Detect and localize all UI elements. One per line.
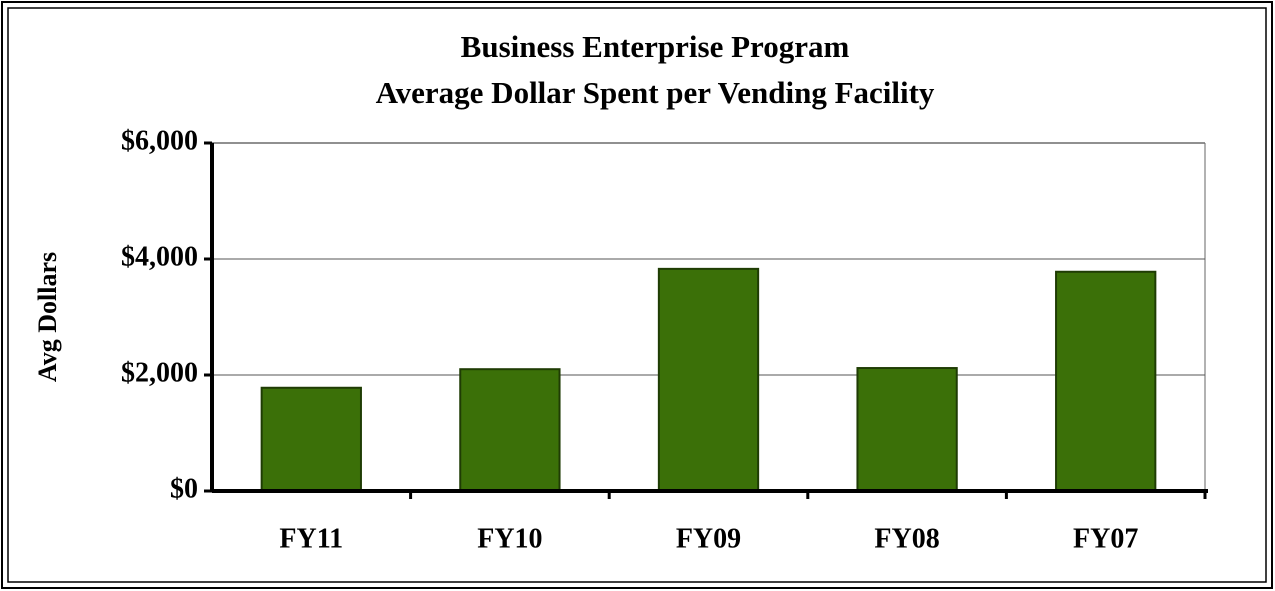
x-tick-label: FY07 (1073, 523, 1138, 554)
bar (459, 368, 561, 493)
y-tick-label: $6,000 (121, 125, 198, 156)
x-tick-label: FY09 (676, 523, 741, 554)
chart-subtitle: Average Dollar Spent per Vending Facilit… (376, 75, 935, 110)
bar (657, 267, 760, 492)
x-tick-label: FY10 (477, 523, 542, 554)
bar (856, 367, 958, 493)
y-tick-label: $2,000 (121, 357, 198, 388)
y-tick-label: $0 (170, 473, 198, 504)
bar (260, 386, 362, 493)
bar (1055, 270, 1157, 493)
y-tick-label: $4,000 (121, 241, 198, 272)
x-tick-label: FY11 (279, 523, 343, 554)
chart-title: Business Enterprise Program (461, 29, 850, 64)
y-axis-label: Avg Dollars (33, 252, 62, 382)
x-tick-label: FY08 (874, 523, 939, 554)
inner-frame (7, 7, 1267, 583)
